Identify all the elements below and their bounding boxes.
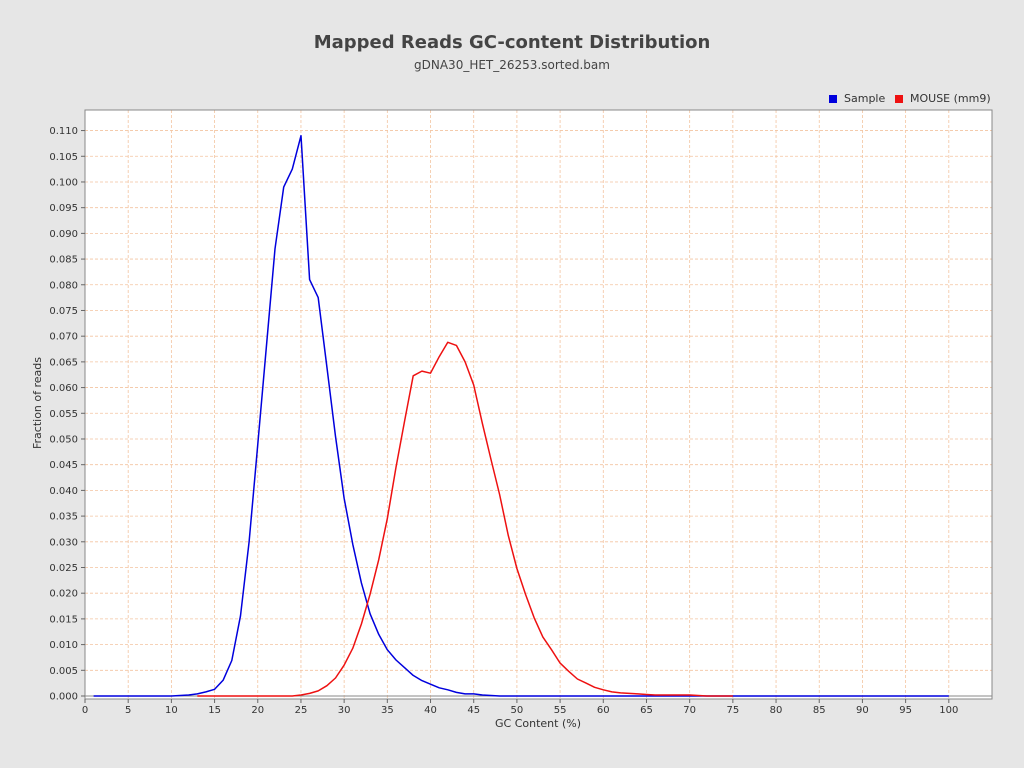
x-tick-label: 95 [899, 705, 912, 716]
x-tick-label: 15 [208, 705, 221, 716]
y-tick-label: 0.085 [49, 255, 78, 266]
y-tick-label: 0.075 [49, 306, 78, 317]
x-tick-label: 65 [640, 705, 653, 716]
x-tick-label: 70 [683, 705, 696, 716]
y-tick-label: 0.050 [49, 434, 78, 445]
y-tick-label: 0.055 [49, 409, 78, 420]
series-line-mouse [197, 341, 733, 697]
x-tick-label: 0 [82, 705, 88, 716]
legend-swatch-sample [829, 95, 837, 103]
legend-swatch-mouse [895, 95, 903, 103]
axes: 0 5 10 15 20 25 30 35 40 45 50 55 60 65 70 75 80 85 90 95 10… [49, 126, 958, 716]
x-tick-label: 55 [554, 705, 567, 716]
series-layer [93, 134, 949, 697]
x-tick-label: 30 [338, 705, 351, 716]
y-tick-label: 0.020 [49, 589, 78, 600]
y-tick-label: 0.035 [49, 512, 78, 523]
x-tick-label: 35 [381, 705, 394, 716]
x-tick-label: 25 [295, 705, 308, 716]
series-line-sample [93, 134, 949, 697]
chart-title: Mapped Reads GC-content Distribution [314, 32, 711, 53]
x-tick-label: 80 [770, 705, 783, 716]
y-tick-label: 0.070 [49, 332, 78, 343]
x-tick-label: 75 [726, 705, 739, 716]
x-tick-label: 50 [511, 705, 524, 716]
y-tick-label: 0.105 [49, 152, 78, 163]
y-tick-label: 0.015 [49, 614, 78, 625]
y-tick-label: 0.090 [49, 229, 78, 240]
legend-label-mouse: MOUSE (mm9) [910, 92, 991, 105]
x-tick-label: 45 [467, 705, 480, 716]
x-tick-label: 90 [856, 705, 869, 716]
x-tick-label: 100 [939, 705, 958, 716]
y-axis-label: Fraction of reads [31, 357, 44, 449]
x-tick-label: 85 [813, 705, 826, 716]
y-tick-label: 0.000 [49, 692, 78, 703]
grid-lines [84, 110, 992, 699]
x-tick-label: 20 [251, 705, 264, 716]
y-tick-label: 0.005 [49, 666, 78, 677]
y-tick-label: 0.080 [49, 280, 78, 291]
legend: Sample MOUSE (mm9) [829, 92, 991, 105]
x-tick-label: 10 [165, 705, 178, 716]
y-tick-label: 0.095 [49, 203, 78, 214]
y-tick-label: 0.040 [49, 486, 78, 497]
x-axis-label: GC Content (%) [495, 717, 581, 730]
x-tick-label: 60 [597, 705, 610, 716]
y-tick-label: 0.030 [49, 537, 78, 548]
y-tick-label: 0.010 [49, 640, 78, 651]
x-tick-label: 40 [424, 705, 437, 716]
y-tick-label: 0.110 [49, 126, 78, 137]
y-tick-label: 0.065 [49, 357, 78, 368]
plot-border [84, 109, 993, 700]
x-tick-label: 5 [125, 705, 131, 716]
y-tick-label: 0.100 [49, 177, 78, 188]
y-tick-label: 0.025 [49, 563, 78, 574]
legend-label-sample: Sample [844, 92, 885, 105]
y-tick-label: 0.045 [49, 460, 78, 471]
y-tick-label: 0.060 [49, 383, 78, 394]
plot-area [85, 110, 992, 699]
chart-subtitle: gDNA30_HET_26253.sorted.bam [414, 58, 610, 72]
